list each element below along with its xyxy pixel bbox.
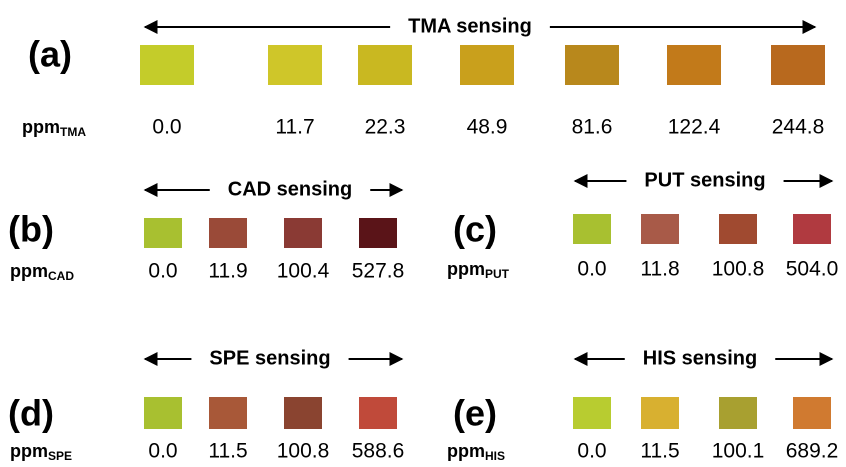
- color-swatch: [771, 45, 825, 85]
- color-swatch: [144, 397, 182, 429]
- color-swatch: [144, 218, 182, 248]
- concentration: 81.6: [572, 116, 613, 139]
- color-swatch: [359, 218, 397, 248]
- concentration: 11.5: [640, 440, 679, 463]
- concentration: 100.8: [712, 258, 765, 281]
- panel-title: PUT sensing: [644, 169, 765, 191]
- concentration: 100.4: [277, 260, 330, 283]
- ppm-subscript: CAD: [48, 269, 74, 283]
- color-swatch: [793, 397, 831, 429]
- ppm-subscript: TMA: [60, 125, 86, 139]
- color-swatch: [719, 214, 757, 244]
- concentration: 122.4: [668, 116, 721, 139]
- figure: (a) TMA sensing 0.0 11.7 22.3 48.9 81.6 122.4 24…: [0, 0, 846, 467]
- concentration: 0.0: [152, 116, 181, 139]
- concentration: 11.8: [640, 258, 679, 281]
- ppm-unit: ppm: [447, 441, 485, 461]
- ppm-unit: ppm: [10, 261, 48, 281]
- concentration: 689.2: [786, 440, 839, 463]
- color-swatch: [140, 45, 194, 85]
- ppm-unit: ppm: [10, 441, 48, 461]
- color-swatch: [358, 45, 412, 85]
- color-swatch: [268, 45, 322, 85]
- concentration: 588.6: [352, 440, 405, 463]
- concentration: 0.0: [577, 258, 606, 281]
- color-swatch: [719, 397, 757, 429]
- panel-title: HIS sensing: [643, 347, 757, 369]
- color-swatch: [667, 45, 721, 85]
- color-swatch: [641, 214, 679, 244]
- color-swatch: [209, 397, 247, 429]
- color-swatch: [359, 397, 397, 429]
- concentration: 100.1: [712, 440, 765, 463]
- ppm-unit: ppm: [447, 259, 485, 279]
- panel-label: (d): [8, 393, 54, 434]
- color-swatch: [793, 214, 831, 244]
- ppm-label: ppmHIS: [447, 441, 505, 463]
- concentration: 0.0: [148, 260, 177, 283]
- ppm-subscript: HIS: [485, 449, 505, 463]
- color-swatch: [284, 397, 322, 429]
- color-swatch: [209, 218, 247, 248]
- panel-label: (a): [28, 34, 72, 75]
- concentration: 11.9: [208, 260, 247, 283]
- panel-label: (e): [453, 393, 497, 434]
- panel-title: SPE sensing: [209, 347, 330, 369]
- concentration: 0.0: [577, 440, 606, 463]
- color-swatch: [284, 218, 322, 248]
- concentration: 504.0: [786, 258, 839, 281]
- color-swatch: [573, 214, 611, 244]
- concentration: 22.3: [365, 116, 406, 139]
- concentration: 527.8: [352, 260, 405, 283]
- concentration: 244.8: [772, 116, 825, 139]
- color-swatch: [460, 45, 514, 85]
- concentration: 11.5: [208, 440, 247, 463]
- concentration: 0.0: [148, 440, 177, 463]
- ppm-subscript: PUT: [485, 267, 510, 281]
- panel-label: (b): [8, 209, 54, 250]
- ppm-label: ppmCAD: [10, 261, 74, 283]
- color-swatch: [641, 397, 679, 429]
- ppm-unit: ppm: [22, 117, 60, 137]
- ppm-label: ppmPUT: [447, 259, 510, 281]
- panel-label: (c): [453, 209, 497, 250]
- concentration: 11.7: [275, 116, 314, 139]
- color-swatch: [573, 397, 611, 429]
- concentration: 48.9: [467, 116, 508, 139]
- ppm-subscript: SPE: [48, 449, 72, 463]
- ppm-label: ppmTMA: [22, 117, 86, 139]
- panel-title: CAD sensing: [228, 178, 352, 200]
- concentration: 100.8: [277, 440, 330, 463]
- ppm-label: ppmSPE: [10, 441, 72, 463]
- panel-title: TMA sensing: [408, 15, 532, 37]
- color-swatch: [565, 45, 619, 85]
